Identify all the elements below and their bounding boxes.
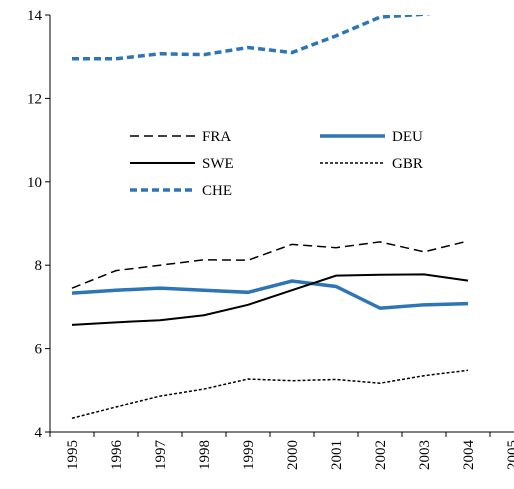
x-tick-label: 2002 (373, 440, 389, 470)
x-tick-label: 1996 (109, 440, 125, 471)
series-line (71, 369, 469, 419)
x-tick-label: 2003 (417, 440, 433, 470)
y-tick-label: 4 (35, 425, 43, 441)
x-tick-label: 2001 (329, 440, 345, 470)
legend-label: FRA (202, 129, 231, 145)
x-tick-label: 1997 (153, 440, 169, 471)
series-line (72, 15, 432, 61)
legend-label: CHE (202, 183, 232, 199)
series-line (71, 273, 469, 326)
x-tick-label: 1998 (197, 440, 213, 470)
series-line (71, 240, 469, 289)
legend-label: GBR (392, 156, 423, 172)
legend-label: SWE (202, 156, 234, 172)
legend-label: DEU (392, 129, 423, 145)
x-tick-label: 2004 (461, 440, 477, 471)
x-tick-label: 2005 (505, 440, 514, 470)
x-tick-label: 1995 (65, 440, 81, 470)
y-tick-label: 6 (35, 342, 43, 358)
y-tick-label: 8 (35, 258, 43, 274)
y-tick-label: 14 (27, 8, 43, 24)
plot-area (71, 15, 469, 419)
x-tick-label: 1999 (241, 440, 257, 470)
x-tick-label: 2000 (285, 440, 301, 470)
y-tick-label: 10 (27, 175, 42, 191)
series-line (71, 279, 469, 310)
y-tick-label: 12 (27, 91, 42, 107)
